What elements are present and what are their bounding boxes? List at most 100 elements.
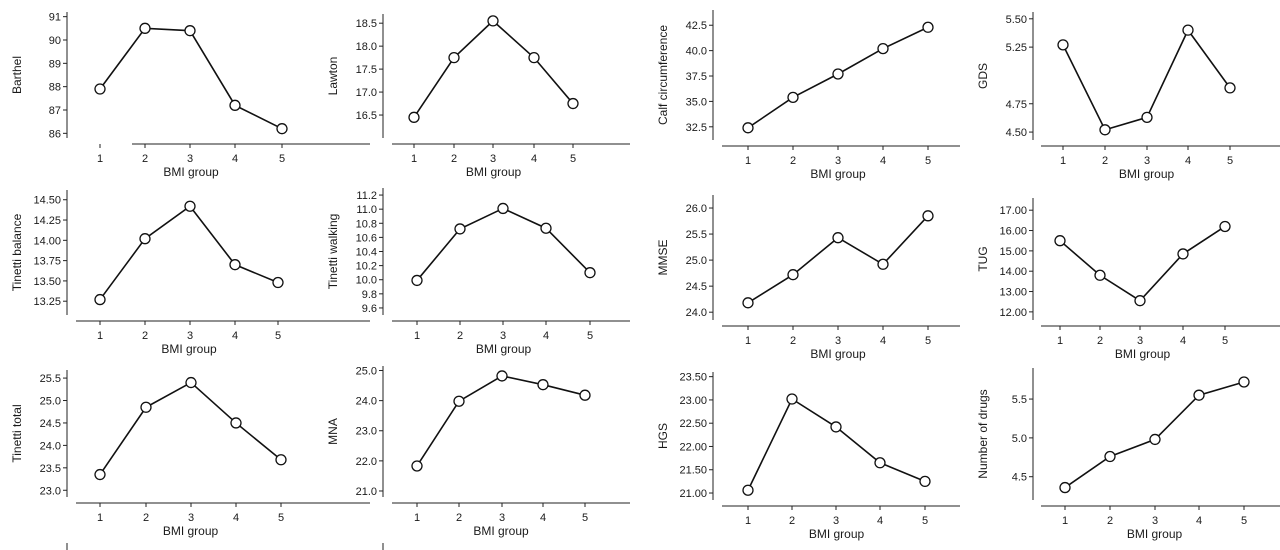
x-tick-label: 2 (143, 512, 149, 524)
y-tick-label: 37.5 (686, 71, 707, 83)
x-tick-label: 1 (1062, 515, 1068, 527)
y-axis-label: Barthel (10, 56, 24, 94)
x-tick-label: 4 (1196, 515, 1202, 527)
data-point (276, 123, 288, 135)
x-tick-label: 1 (745, 155, 751, 167)
data-point (94, 293, 106, 306)
data-point (922, 21, 934, 33)
x-tick-label: 3 (187, 153, 193, 165)
y-tick-label: 21.50 (679, 465, 707, 477)
y-tick-label: 17.5 (356, 64, 377, 76)
x-axis-label: BMI group (809, 527, 865, 541)
data-point (94, 468, 106, 481)
y-tick-label: 88 (49, 82, 61, 94)
y-tick-label: 24.0 (356, 396, 377, 408)
data-point (448, 51, 460, 64)
y-tick-label: 16.00 (999, 226, 1027, 238)
x-tick-label: 3 (490, 153, 496, 165)
data-point (579, 389, 591, 401)
y-tick-label: 14.00 (999, 266, 1027, 278)
y-tick-label: 4.75 (1006, 99, 1027, 111)
x-tick-label: 5 (1227, 155, 1233, 167)
y-tick-label: 18.0 (356, 41, 377, 53)
x-tick-label: 5 (922, 515, 928, 527)
x-tick-label: 3 (1144, 155, 1150, 167)
chart-panel-1: 86 87 88 89 90 91 1 2 3 4 5 BMI group Barthel (10, 12, 370, 179)
x-tick-label: 1 (414, 330, 420, 342)
y-tick-label: 5.0 (1012, 433, 1027, 445)
data-point (1149, 433, 1161, 446)
data-point (487, 15, 499, 27)
x-axis-label: BMI group (810, 347, 866, 361)
y-tick-label: 10.2 (356, 261, 377, 273)
y-tick-label: 13.00 (999, 287, 1027, 299)
y-tick-label: 23.0 (356, 426, 377, 438)
x-tick-label: 2 (1107, 515, 1113, 527)
data-point (832, 68, 844, 80)
x-tick-label: 3 (1152, 515, 1158, 527)
x-tick-label: 5 (582, 512, 588, 524)
y-tick-label: 89 (49, 58, 61, 70)
data-point (919, 475, 931, 488)
x-tick-label: 5 (278, 512, 284, 524)
data-point (1219, 220, 1231, 233)
y-tick-label: 14.25 (33, 215, 61, 227)
y-tick-label: 25.0 (40, 396, 61, 408)
x-tick-label: 5 (279, 153, 285, 165)
data-point (1104, 450, 1116, 463)
y-axis-label: Number of drugs (976, 389, 990, 478)
y-axis-label: Tinetti balance (10, 213, 24, 291)
x-tick-label: 2 (456, 512, 462, 524)
y-tick-label: 13.50 (33, 276, 61, 288)
data-point (272, 276, 284, 289)
y-tick-label: 22.00 (679, 441, 707, 453)
data-point (832, 232, 844, 244)
data-point (139, 233, 151, 245)
x-tick-label: 4 (543, 330, 549, 342)
y-tick-label: 32.5 (686, 122, 707, 134)
x-axis-label: BMI group (161, 342, 217, 356)
x-tick-label: 1 (411, 153, 417, 165)
x-tick-label: 2 (142, 153, 148, 165)
y-tick-label: 24.5 (40, 418, 61, 430)
chart-panel-10: 21.0 22.0 23.0 24.0 25.0 1 2 3 4 5 BMI group MNA (326, 366, 630, 538)
y-tick-label: 9.6 (362, 303, 377, 315)
data-point (184, 25, 196, 37)
x-tick-label: 5 (275, 330, 281, 342)
data-point (1141, 111, 1153, 123)
x-axis-label: BMI group (810, 167, 866, 181)
chart-panel-12: 4.5 5.0 5.5 1 2 3 4 5 BMI group Number of drugs (976, 368, 1280, 541)
data-point (140, 401, 152, 413)
x-tick-label: 4 (1180, 335, 1186, 347)
x-tick-label: 4 (232, 330, 238, 342)
series-line (1059, 225, 1226, 302)
y-axis-label: GDS (976, 63, 990, 89)
chart-panel-5: 13.25 13.50 13.75 14.00 14.25 14.50 1 2 3 4 5 BMI g… (10, 190, 370, 356)
data-point (1054, 235, 1066, 247)
x-tick-label: 3 (1137, 335, 1143, 347)
data-point (786, 393, 798, 405)
x-tick-label: 1 (1057, 335, 1063, 347)
y-axis-label: Tinetti total (10, 404, 24, 462)
y-tick-label: 25.0 (356, 366, 377, 378)
y-tick-label: 26.0 (686, 203, 707, 215)
y-tick-label: 5.5 (1012, 394, 1027, 406)
y-tick-label: 16.5 (356, 110, 377, 122)
y-tick-label: 40.0 (686, 46, 707, 58)
data-point (1059, 481, 1071, 494)
series-line (747, 215, 929, 304)
data-point (1177, 248, 1189, 260)
y-tick-label: 11.0 (356, 204, 377, 216)
y-tick-label: 23.50 (679, 372, 707, 384)
x-tick-label: 5 (1222, 335, 1228, 347)
y-axis-label: MMSE (656, 240, 670, 276)
x-axis-label: BMI group (1119, 167, 1175, 181)
y-axis-label: Calf circumference (656, 25, 670, 125)
y-axis-label: Lawton (326, 57, 340, 96)
data-point (1099, 124, 1111, 136)
y-tick-label: 10.0 (356, 275, 377, 287)
x-tick-label: 1 (97, 330, 103, 342)
y-tick-label: 5.25 (1006, 42, 1027, 54)
data-point (1134, 295, 1146, 307)
chart-panel-2: 16.5 17.0 17.5 18.0 18.5 1 2 3 4 5 BMI group Lawton (326, 14, 630, 179)
